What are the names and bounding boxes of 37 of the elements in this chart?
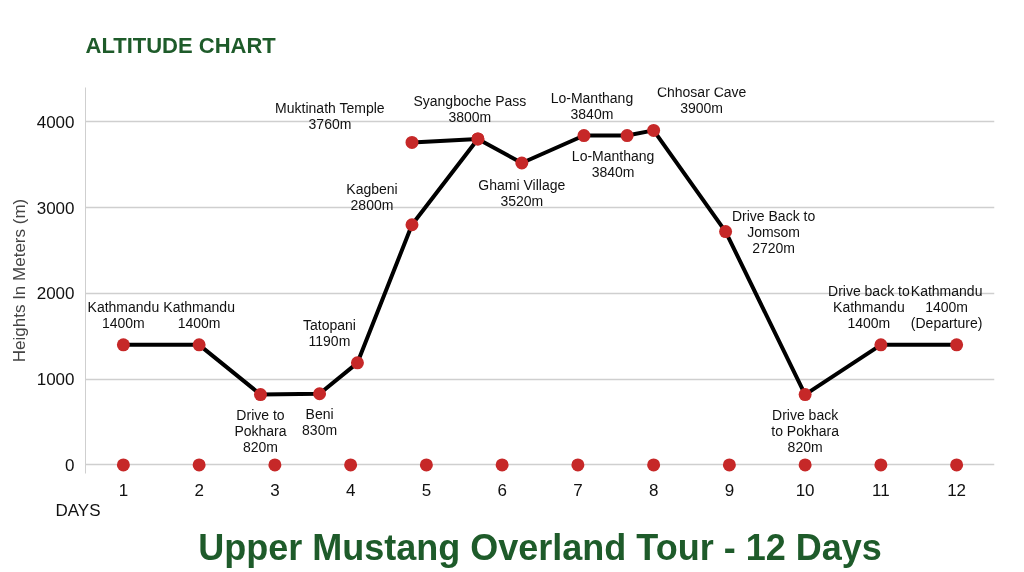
annotation: Drive Back to Jomsom 2720m [731, 207, 816, 256]
x-tick-label: 4 [345, 480, 356, 500]
annotation: Drive back to Kathmandu 1400m [828, 282, 910, 331]
chart-title: ALTITUDE CHART [85, 32, 277, 58]
y-tick-label: 3000 [36, 198, 75, 218]
annotation: Tatopani 1190m [302, 316, 356, 349]
annotation: Drive to Pokhara 820m [234, 406, 287, 455]
annotation: Muktinath Temple 3760m [275, 100, 385, 133]
annotation: Kathmandu 1400m [87, 298, 160, 331]
x-tick-label: 2 [194, 480, 204, 500]
text: Upper Mustang Overland Tour - 12 Days [198, 526, 882, 568]
y-tick-label: 0 [65, 455, 75, 475]
annotation: Beni 830m [302, 405, 338, 438]
y-axis-title: Heights In Meters (m) [9, 198, 29, 363]
x-tick-label: 6 [497, 480, 507, 500]
x-tick-label: 1 [118, 480, 129, 500]
x-tick-label: 10 [795, 480, 815, 500]
x-tick-label: 9 [724, 480, 735, 500]
annotation: Chhosar Cave 3900m [656, 84, 747, 117]
x-axis-title: DAYS [55, 500, 101, 520]
x-tick-label: 3 [270, 480, 280, 500]
annotation: Kathmandu 1400m [163, 298, 235, 331]
x-tick-label: 7 [573, 480, 583, 500]
x-tick-label: 5 [421, 480, 432, 500]
x-tick-label: 11 [872, 480, 890, 500]
y-tick-label: 2000 [36, 284, 75, 304]
annotation: Lo-Manthang 3840m [550, 89, 634, 122]
annotation: Lo-Manthang 3840m [571, 147, 655, 180]
annotation: Drive back to Pokhara 820m [771, 406, 840, 455]
annotation: Ghami Village 3520m [478, 176, 566, 209]
annotation: Syangboche Pass 3800m [413, 92, 527, 125]
x-tick-label: 8 [648, 480, 659, 500]
x-tick-label: 12 [947, 480, 967, 500]
annotation: Kagbeni 2800m [346, 180, 398, 213]
y-tick-label: 4000 [36, 112, 75, 132]
y-tick-label: 1000 [36, 370, 75, 390]
annotation: Kathmandu 1400m (Departure) [910, 282, 983, 331]
